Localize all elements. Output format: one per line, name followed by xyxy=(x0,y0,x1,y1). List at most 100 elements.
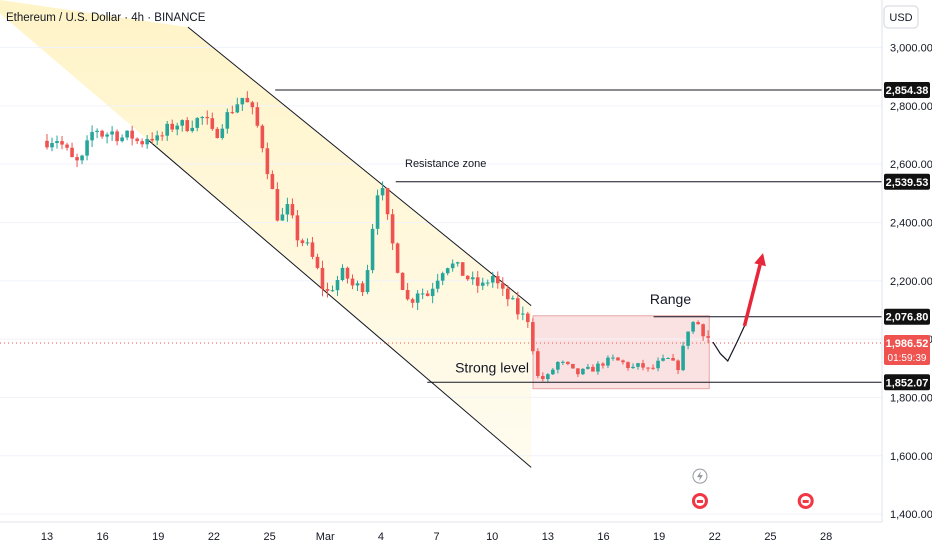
x-tick-label: 19 xyxy=(653,531,665,543)
candle-body xyxy=(661,358,665,361)
candle-body xyxy=(285,204,290,215)
candle-body xyxy=(145,138,149,145)
candle-body xyxy=(105,134,109,137)
candle-body xyxy=(475,277,480,286)
candle-body xyxy=(706,336,710,338)
candle-body xyxy=(75,157,79,161)
projection-path xyxy=(712,325,746,362)
candle-body xyxy=(686,331,690,346)
candle-body xyxy=(240,97,245,105)
candle-body xyxy=(90,132,94,141)
candle-body xyxy=(505,288,510,300)
candle-body xyxy=(360,283,365,293)
y-tick-label: 2,600.00 xyxy=(890,159,932,171)
earnings-icon[interactable] xyxy=(691,492,708,509)
candle-body xyxy=(656,360,660,369)
level-price-tag: 2,539.53 xyxy=(884,173,930,190)
candle-body xyxy=(335,280,340,291)
candle-body xyxy=(556,362,560,370)
candle-body xyxy=(581,368,585,375)
candle-body xyxy=(325,289,330,291)
x-tick-label: 13 xyxy=(542,531,554,543)
candle-body xyxy=(460,262,465,276)
x-tick-label: 10 xyxy=(486,531,498,543)
candle-body xyxy=(586,366,590,369)
y-tick-label: 1,400.00 xyxy=(890,509,932,521)
candle-body xyxy=(415,293,420,303)
earnings-icon[interactable] xyxy=(797,492,814,509)
earnings-icon-mark xyxy=(802,499,809,503)
candle-body xyxy=(681,345,685,371)
level-price-tag: 2,076.80 xyxy=(884,308,930,325)
candle-body xyxy=(566,361,570,364)
candle-body xyxy=(155,135,159,141)
candle-body xyxy=(601,363,605,366)
x-tick-label: Mar xyxy=(316,531,335,543)
candle-body xyxy=(290,204,295,216)
x-tick-label: 28 xyxy=(820,531,832,543)
candle-body xyxy=(646,367,650,369)
candle-body xyxy=(320,267,325,290)
candle-body xyxy=(80,155,84,161)
candle-body xyxy=(230,112,235,114)
candle-body xyxy=(541,376,545,380)
y-tick-label: 2,200.00 xyxy=(890,276,932,288)
forecast-arrow-shaft xyxy=(742,264,762,327)
candle-body xyxy=(696,322,700,325)
y-tick-label: 1,600.00 xyxy=(890,451,932,463)
level-price-tag-text: 2,539.53 xyxy=(886,177,929,189)
channel-lower-line xyxy=(148,140,532,468)
x-tick-label: 25 xyxy=(764,531,776,543)
candle-body xyxy=(220,128,225,138)
candle-body xyxy=(390,214,395,244)
candle-body xyxy=(295,215,300,241)
candle-body xyxy=(395,243,400,273)
x-tick-label: 16 xyxy=(597,531,609,543)
y-tick-label: 1,800.00 xyxy=(890,392,932,404)
candle-body xyxy=(270,174,275,190)
bar-countdown-text: 01:59:39 xyxy=(888,353,927,364)
candle-body xyxy=(430,288,435,297)
candle-body xyxy=(400,272,405,290)
x-tick-label: 22 xyxy=(208,531,220,543)
candle-body xyxy=(85,140,89,156)
candle-body xyxy=(500,283,505,289)
candle-body xyxy=(305,242,310,244)
candle-body xyxy=(175,125,180,130)
candle-body xyxy=(330,290,335,292)
candle-body xyxy=(195,118,200,128)
annotation-resistance-zone: Resistance zone xyxy=(405,158,486,170)
candle-body xyxy=(65,144,69,148)
candle-body xyxy=(666,358,670,360)
y-tick-label: 3,000.00 xyxy=(890,42,932,54)
candle-body xyxy=(480,282,485,286)
candle-body xyxy=(260,125,265,149)
lightning-icon[interactable] xyxy=(692,468,708,484)
candle-body xyxy=(340,267,345,281)
candle-body xyxy=(100,130,104,137)
candle-body xyxy=(380,188,385,196)
candle-body xyxy=(571,363,575,369)
candle-body xyxy=(405,289,410,300)
level-price-tag-bg xyxy=(884,81,930,98)
candle-body xyxy=(546,374,550,380)
candle-body xyxy=(561,361,565,363)
candle-body xyxy=(676,360,680,371)
candle-body xyxy=(375,195,380,229)
candle-body xyxy=(425,293,430,297)
current-price-tag: 1,986.52 01:59:39 xyxy=(884,335,930,366)
candle-body xyxy=(165,123,170,136)
level-price-tag: 1,852.07 xyxy=(884,374,930,391)
candle-body xyxy=(611,357,615,359)
y-tick-label: 2,400.00 xyxy=(890,217,932,229)
candle-body xyxy=(440,273,445,281)
level-price-tag-text: 1,852.07 xyxy=(886,377,929,389)
x-tick-label: 4 xyxy=(378,531,384,543)
candle-body xyxy=(225,112,230,129)
candle-body xyxy=(510,298,515,300)
currency-button[interactable]: USD xyxy=(883,5,919,29)
candle-body xyxy=(445,268,450,274)
candle-body xyxy=(315,256,320,268)
candle-body xyxy=(591,366,595,372)
